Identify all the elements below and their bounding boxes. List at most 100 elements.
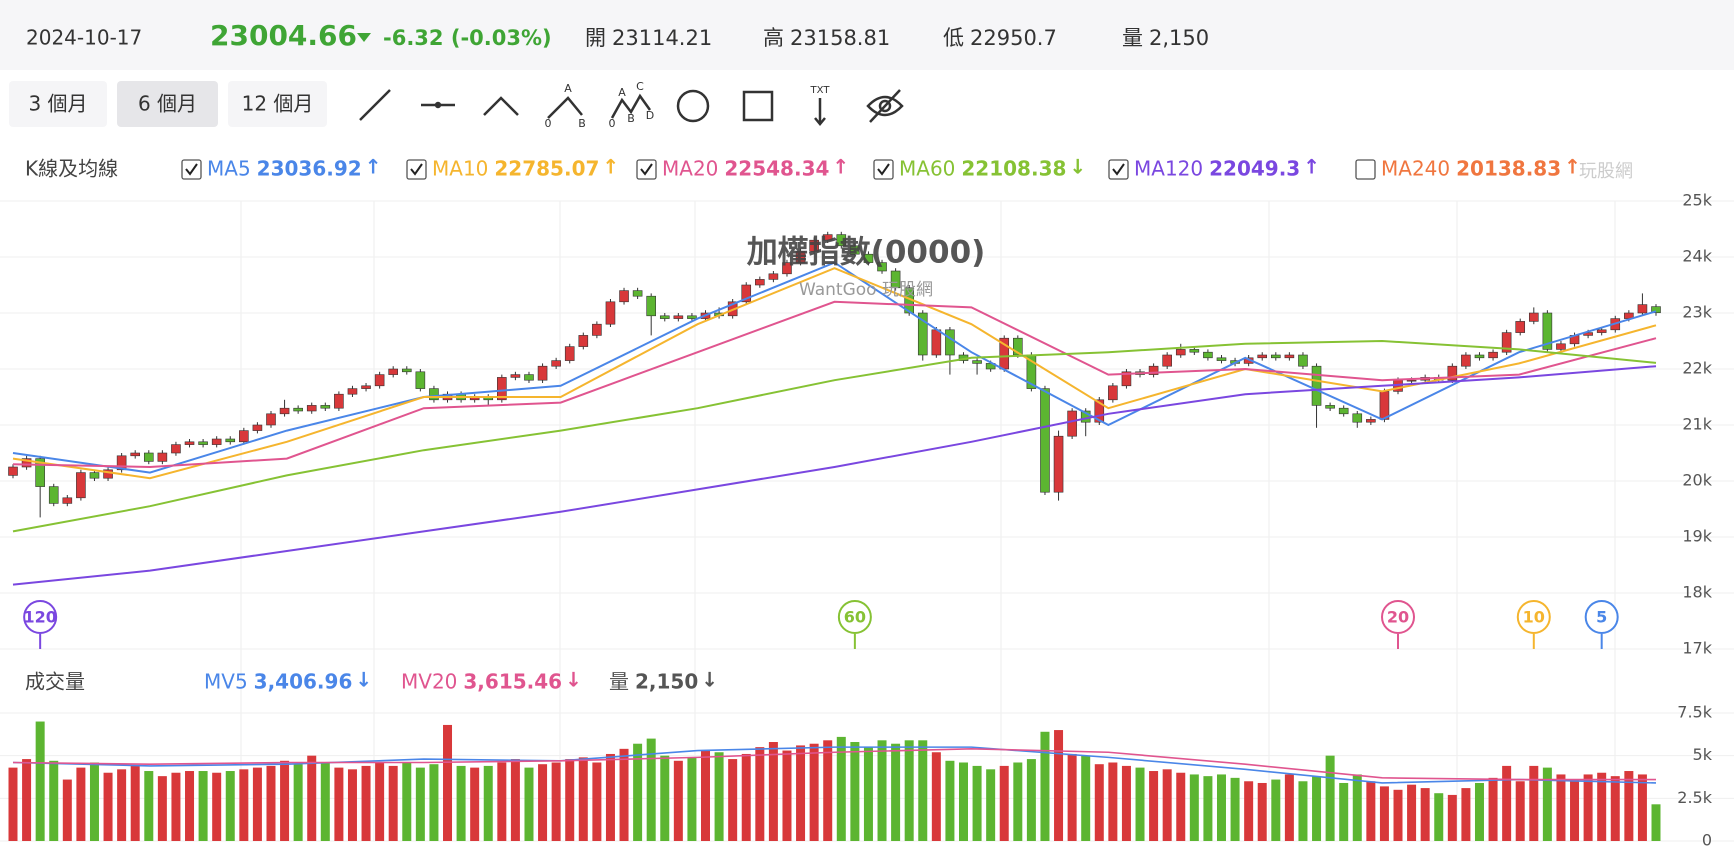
volume-bar [1040,731,1050,841]
candle-body [741,284,752,303]
checkbox[interactable] [406,159,427,180]
mv-line [12,748,1656,781]
volume-bar [415,767,425,841]
mv-value: 3,615.46 [463,670,562,694]
candle-body [211,438,222,445]
candle-body [347,388,358,395]
candle-body [646,295,656,317]
volume-bar [1081,755,1091,841]
candle-body [1406,379,1417,382]
y-tick-label: 19k [1682,527,1712,546]
volume-bar [1352,774,1362,841]
volume-bar [35,721,45,841]
candle-body [1162,354,1172,367]
candle-body [184,441,195,445]
candle-body [1311,365,1322,406]
candle-body [1203,351,1213,359]
tool-hline[interactable] [421,101,455,109]
stats: 開 23114.21 高 23158.81 低 22950.7 量 2,150 [585,26,1209,50]
volume-bar [239,769,249,841]
y-tick-label: 2.5k [1677,788,1712,807]
volume-bar [1216,774,1226,841]
checkbox[interactable] [1355,159,1376,180]
tool-abc[interactable] [547,96,583,119]
volume-bar [1176,772,1186,841]
candle-body [795,251,806,263]
pin-label: 5 [1596,608,1607,627]
volume-bar [1230,777,1240,841]
range-button[interactable] [9,81,107,127]
stat-label: 量 [1122,26,1143,50]
volume-value: 2,150 [635,670,698,694]
candle-body [293,407,303,412]
range-button[interactable] [228,81,327,127]
price: 23004.66 [210,19,357,52]
volume-bar [76,767,86,841]
checkbox[interactable] [1108,159,1129,180]
volume-bar [375,762,385,841]
volume-bar [402,762,412,841]
candle-body [1651,306,1661,314]
volume-bar [931,752,941,841]
tool-letter: B [627,112,635,125]
pin [1584,600,1619,634]
checkbox[interactable] [636,159,657,180]
tool-letter: 0 [545,117,552,130]
y-tick-label: 25k [1682,191,1712,210]
range-button-label: 6 個月 [138,92,197,116]
candle-body [1053,435,1064,493]
candle-body [850,245,860,255]
candle-body [374,374,385,387]
volume-bar [470,767,480,841]
volume-bar [198,771,208,841]
volume-bar [130,765,140,841]
volume-bar [443,724,453,841]
candle-body [945,329,955,356]
volume-bar [1651,804,1661,841]
checkbox[interactable] [181,159,202,180]
range-button[interactable] [117,81,218,127]
volume-bar [1556,774,1566,841]
volume-bar [103,772,113,841]
volume-bar [1502,765,1512,841]
checkmark [410,163,423,176]
candle-body [1284,354,1295,359]
tool-polyline[interactable] [483,96,519,116]
ma-line [12,261,1657,474]
volume-bar [1610,776,1620,841]
y-tick-label: 7.5k [1677,703,1712,722]
volume-bar [1244,781,1254,841]
ma-name: MA60 [899,157,955,181]
candle-body [768,273,779,280]
tool-line[interactable] [359,89,391,121]
price-change: -6.32 (-0.03%) [383,26,552,50]
ma-value: 23036.92 [257,157,362,181]
candle-body [1637,304,1648,314]
tool-letter: TXT [810,85,831,96]
tool-abcd[interactable] [610,93,652,119]
candle-body [1501,332,1512,353]
tool-text[interactable] [814,98,826,126]
volume-bar [1189,774,1199,841]
volume-bar [1366,781,1376,841]
panel-label: K線及均線 [25,157,118,181]
mv-line [12,746,1657,784]
tool-rect[interactable] [742,90,774,122]
month-lines [240,201,1616,841]
volume-bar [1271,779,1281,841]
candle-body [225,438,236,443]
volume-bar [157,776,167,841]
checkmark [1112,163,1125,176]
candle-body [361,385,371,389]
stat-value: 23114.21 [612,26,712,50]
candle-body [76,472,86,499]
volume-bar [972,765,982,841]
tool-hide[interactable] [866,89,904,123]
volume-bar [1135,767,1145,841]
tool-circle[interactable] [676,89,710,123]
candle-body [1352,413,1363,423]
volume-bar [660,755,670,841]
checkbox[interactable] [873,159,894,180]
stat-value: 22950.7 [970,26,1057,50]
volume-bar [551,762,561,841]
